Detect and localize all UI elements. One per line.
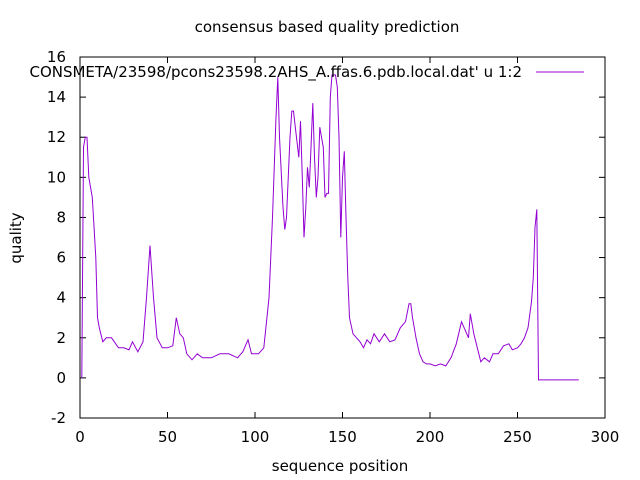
y-tick-label: -2 [51, 409, 66, 427]
x-tick-label: 300 [591, 428, 620, 446]
y-tick-label: 8 [56, 208, 66, 226]
y-tick-label: 6 [56, 249, 66, 267]
x-axis-label: sequence position [272, 457, 408, 475]
x-tick-label: 250 [503, 428, 532, 446]
plot-axes: 0 50 100 150 200 250 300 -2 0 2 4 6 8 10 12 14 16 [47, 48, 619, 446]
plot-frame [79, 56, 606, 419]
x-tick-label: 0 [75, 428, 85, 446]
y-axis-label: quality [7, 212, 25, 263]
plot-area [81, 74, 579, 381]
series-line [81, 74, 579, 381]
y-tick-label: 12 [47, 128, 66, 146]
y-tick-label: 16 [47, 48, 66, 66]
chart-title: consensus based quality prediction [195, 18, 460, 36]
x-tick-label: 100 [241, 428, 270, 446]
y-tick-label: 2 [56, 329, 66, 347]
x-tick-label: 50 [158, 428, 177, 446]
legend: CONSMETA/23598/pcons23598.2AHS_A.ffas.6.… [29, 63, 584, 82]
y-tick-label: 0 [56, 369, 66, 387]
y-tick-label: 14 [47, 88, 66, 106]
y-tick-label: 10 [47, 168, 66, 186]
legend-label: CONSMETA/23598/pcons23598.2AHS_A.ffas.6.… [29, 63, 522, 82]
x-tick-label: 200 [416, 428, 445, 446]
x-tick-label: 150 [328, 428, 357, 446]
y-tick-label: 4 [56, 289, 66, 307]
